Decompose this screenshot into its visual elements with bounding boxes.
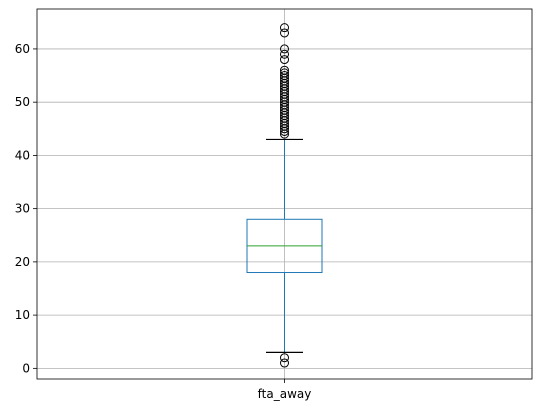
plot-layer bbox=[246, 23, 323, 368]
y-tick-label: 50 bbox=[15, 95, 30, 109]
outlier-point bbox=[280, 358, 289, 368]
y-tick-label: 40 bbox=[15, 148, 30, 162]
y-tick-label: 60 bbox=[15, 42, 30, 56]
y-tick-label: 20 bbox=[15, 255, 30, 269]
outlier-point bbox=[280, 68, 289, 78]
outlier-point bbox=[280, 55, 289, 65]
y-tick-label: 30 bbox=[15, 202, 30, 216]
outlier-point bbox=[280, 49, 289, 59]
outlier-point bbox=[280, 65, 289, 75]
outlier-point bbox=[280, 23, 289, 33]
x-tick-label: fta_away bbox=[258, 387, 312, 401]
y-tick-label: 10 bbox=[15, 308, 30, 322]
axes-frame bbox=[36, 8, 533, 380]
outlier-point bbox=[280, 353, 289, 363]
y-tick-label: 0 bbox=[22, 361, 30, 375]
outlier-point bbox=[280, 28, 289, 38]
axes-layer: fta_away 0 10 20 30 40 50 60 bbox=[15, 8, 533, 401]
outlier-point bbox=[280, 44, 289, 54]
outlier-point bbox=[280, 71, 289, 81]
